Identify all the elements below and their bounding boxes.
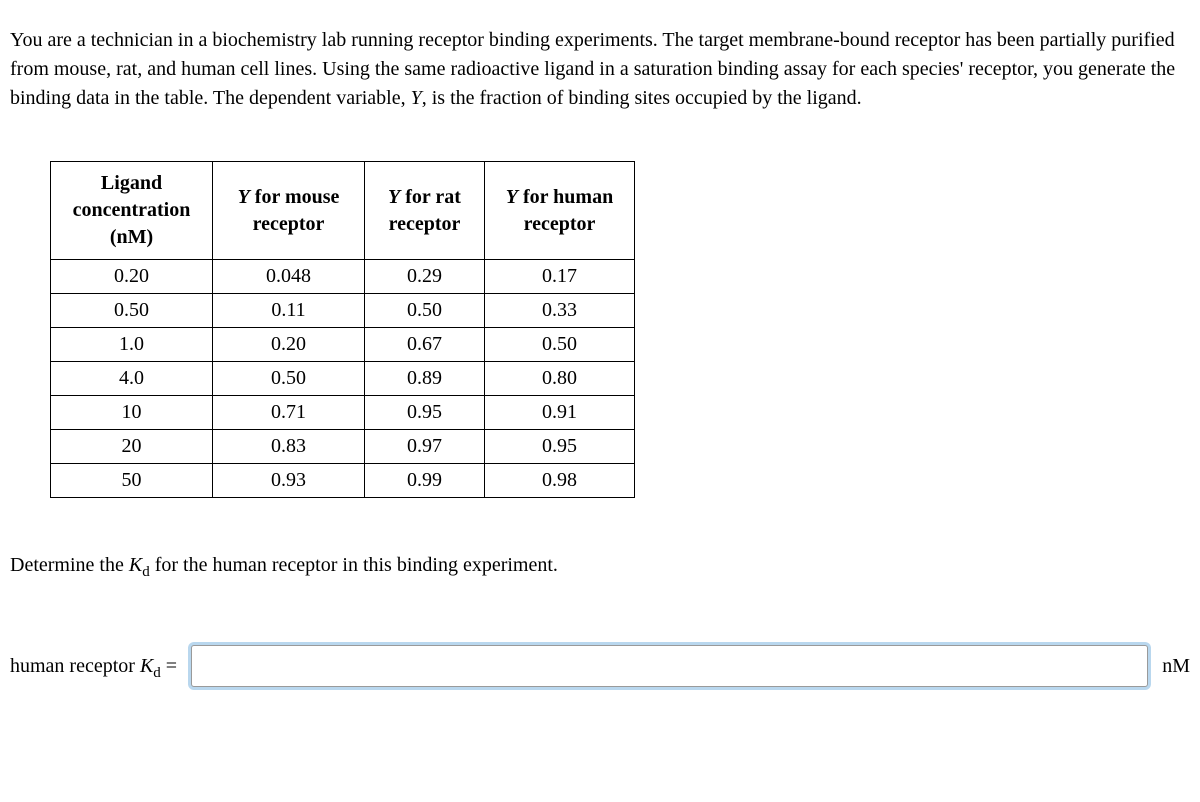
- table-row: 1.0 0.20 0.67 0.50: [51, 328, 635, 362]
- cell-conc: 4.0: [51, 362, 213, 396]
- col-header-rat: Y for rat receptor: [365, 162, 485, 260]
- answer-label: human receptor Kd =: [10, 655, 177, 678]
- col-header-text: (nM): [110, 226, 153, 248]
- answer-equals: =: [161, 655, 177, 677]
- cell-conc: 0.20: [51, 260, 213, 294]
- table-row: 4.0 0.50 0.89 0.80: [51, 362, 635, 396]
- intro-text-after-y: , is the fraction of binding sites occup…: [422, 87, 862, 109]
- cell-human: 0.33: [485, 294, 635, 328]
- question-k-sub: d: [142, 564, 150, 580]
- cell-human: 0.98: [485, 464, 635, 498]
- col-header-ligand: Ligand concentration (nM): [51, 162, 213, 260]
- problem-intro: You are a technician in a biochemistry l…: [10, 26, 1190, 113]
- table-row: 0.20 0.048 0.29 0.17: [51, 260, 635, 294]
- col-header-text: Ligand: [101, 172, 162, 194]
- question-text: Determine the Kd for the human receptor …: [10, 554, 1190, 577]
- cell-human: 0.91: [485, 396, 635, 430]
- answer-unit: nM: [1162, 655, 1190, 678]
- col-header-text: for rat receptor: [389, 186, 461, 235]
- cell-conc: 1.0: [51, 328, 213, 362]
- question-before-k: Determine the: [10, 554, 129, 576]
- col-header-human: Y for human receptor: [485, 162, 635, 260]
- answer-k: K: [140, 655, 153, 677]
- table-row: 0.50 0.11 0.50 0.33: [51, 294, 635, 328]
- cell-conc: 0.50: [51, 294, 213, 328]
- cell-rat: 0.67: [365, 328, 485, 362]
- cell-mouse: 0.048: [213, 260, 365, 294]
- col-header-text: for human receptor: [518, 186, 613, 235]
- col-header-y: Y: [388, 186, 400, 208]
- table-row: 20 0.83 0.97 0.95: [51, 430, 635, 464]
- cell-human: 0.17: [485, 260, 635, 294]
- cell-rat: 0.29: [365, 260, 485, 294]
- cell-human: 0.80: [485, 362, 635, 396]
- cell-rat: 0.99: [365, 464, 485, 498]
- question-k: K: [129, 554, 142, 576]
- cell-mouse: 0.93: [213, 464, 365, 498]
- answer-row: human receptor Kd = nM: [10, 645, 1190, 687]
- cell-rat: 0.95: [365, 396, 485, 430]
- table-header-row: Ligand concentration (nM) Y for mouse re…: [51, 162, 635, 260]
- col-header-y: Y: [506, 186, 518, 208]
- cell-mouse: 0.11: [213, 294, 365, 328]
- kd-answer-input[interactable]: [191, 645, 1148, 687]
- cell-mouse: 0.20: [213, 328, 365, 362]
- col-header-y: Y: [238, 186, 250, 208]
- answer-label-before: human receptor: [10, 655, 140, 677]
- table-row: 50 0.93 0.99 0.98: [51, 464, 635, 498]
- table-row: 10 0.71 0.95 0.91: [51, 396, 635, 430]
- col-header-text: for mouse receptor: [250, 186, 340, 235]
- cell-rat: 0.89: [365, 362, 485, 396]
- cell-mouse: 0.71: [213, 396, 365, 430]
- answer-k-sub: d: [153, 665, 161, 681]
- cell-rat: 0.97: [365, 430, 485, 464]
- cell-mouse: 0.83: [213, 430, 365, 464]
- intro-y-variable: Y: [411, 87, 422, 109]
- col-header-mouse: Y for mouse receptor: [213, 162, 365, 260]
- cell-conc: 50: [51, 464, 213, 498]
- col-header-text: concentration: [73, 199, 191, 221]
- question-after-k: for the human receptor in this binding e…: [150, 554, 558, 576]
- cell-conc: 20: [51, 430, 213, 464]
- cell-rat: 0.50: [365, 294, 485, 328]
- binding-data-table: Ligand concentration (nM) Y for mouse re…: [50, 161, 635, 498]
- cell-human: 0.95: [485, 430, 635, 464]
- cell-mouse: 0.50: [213, 362, 365, 396]
- cell-conc: 10: [51, 396, 213, 430]
- cell-human: 0.50: [485, 328, 635, 362]
